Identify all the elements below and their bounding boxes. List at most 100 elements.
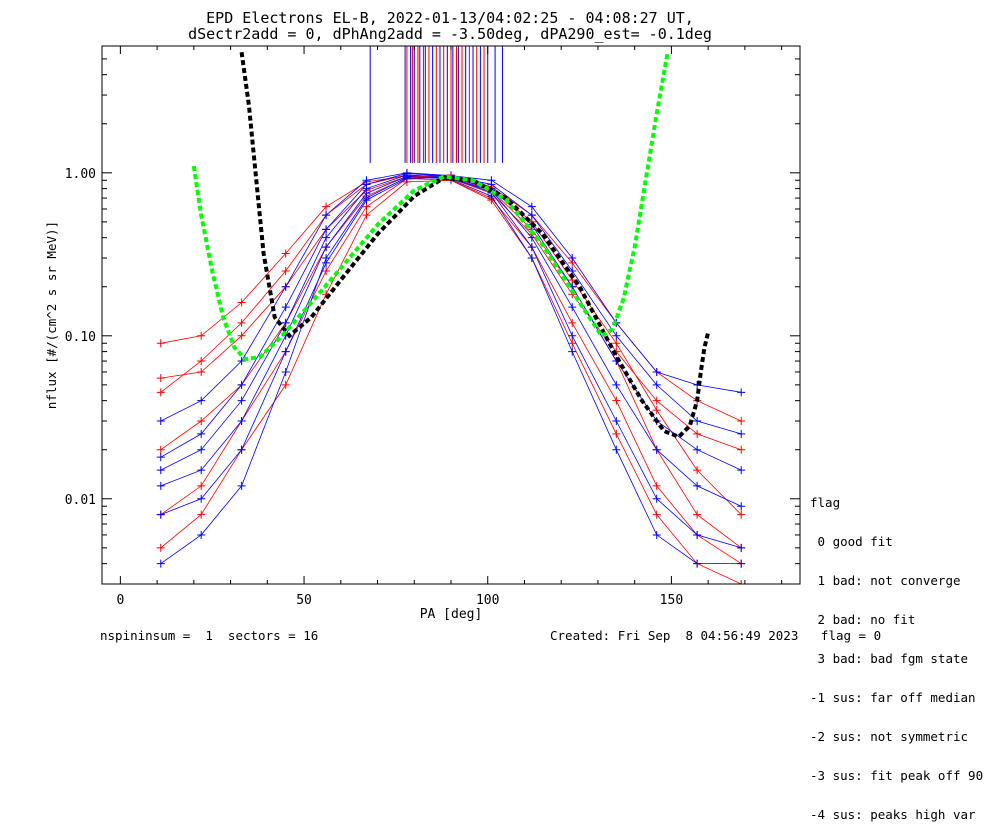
- series-line: [160, 176, 742, 549]
- data-point-marker: [612, 429, 621, 438]
- data-point-marker: [237, 396, 246, 405]
- data-point-marker: [237, 331, 246, 340]
- legend-item: -2 sus: not symmetric: [810, 729, 969, 744]
- data-point-marker: [568, 347, 577, 356]
- data-point-marker: [568, 331, 577, 340]
- chart-title-line1: EPD Electrons EL-B, 2022-01-13/04:02:25 …: [206, 9, 694, 27]
- data-point-marker: [612, 339, 621, 348]
- pitch-angle-chart: 0 50 100 150 0.01 0.10 1.00 PA [deg] nflux [#/…: [44, 45, 801, 622]
- series-line: [160, 178, 742, 564]
- data-point-marker: [362, 176, 371, 185]
- data-point-marker: [568, 254, 577, 263]
- data-point-marker: [652, 481, 661, 490]
- data-point-marker: [693, 417, 702, 426]
- data-point-marker: [693, 429, 702, 438]
- data-point-marker: [362, 211, 371, 220]
- data-point-marker: [197, 445, 206, 454]
- x-tick-label: 150: [660, 593, 683, 608]
- legend-item: 3 bad: bad fgm state: [810, 651, 969, 666]
- axes-layer: 0 50 100 150 0.01 0.10 1.00: [65, 45, 800, 608]
- x-tick-label: 0: [116, 593, 124, 608]
- data-point-marker: [612, 380, 621, 389]
- data-point-marker: [156, 453, 165, 462]
- data-point-marker: [322, 225, 331, 234]
- data-point-marker: [197, 494, 206, 503]
- series-line: [160, 174, 742, 515]
- legend-item: 2 bad: no fit: [810, 612, 916, 627]
- x-tick-label: 100: [476, 593, 499, 608]
- data-point-marker: [156, 543, 165, 552]
- data-point-marker: [612, 445, 621, 454]
- data-point-marker: [281, 249, 290, 258]
- data-point-marker: [527, 202, 536, 211]
- series-line: [160, 176, 742, 564]
- data-point-marker: [156, 466, 165, 475]
- legend-item: 1 bad: not converge: [810, 573, 961, 588]
- data-point-marker: [281, 303, 290, 312]
- legend-item: -3 sus: fit peak off 90: [810, 768, 984, 783]
- data-point-marker: [237, 417, 246, 426]
- data-point-marker: [652, 494, 661, 503]
- data-point-marker: [737, 580, 746, 584]
- data-point-marker: [737, 510, 746, 519]
- data-point-marker: [737, 417, 746, 426]
- data-point-marker: [197, 357, 206, 366]
- data-point-marker: [737, 466, 746, 475]
- data-point-marker: [281, 380, 290, 389]
- x-axis-label: PA [deg]: [420, 607, 483, 622]
- data-point-marker: [693, 530, 702, 539]
- data-point-marker: [197, 530, 206, 539]
- data-point-marker: [527, 211, 536, 220]
- data-point-marker: [322, 266, 331, 275]
- data-point-marker: [737, 559, 746, 568]
- data-point-marker: [737, 388, 746, 397]
- data-point-marker: [568, 339, 577, 348]
- green-dotted-curve: [191, 51, 670, 362]
- data-series-layer: [156, 46, 746, 584]
- data-point-marker: [197, 466, 206, 475]
- legend-item: -4 sus: peaks high var: [810, 807, 976, 822]
- data-point-marker: [693, 510, 702, 519]
- data-point-marker: [281, 347, 290, 356]
- data-point-marker: [652, 445, 661, 454]
- series-line: [160, 172, 742, 422]
- footer-spin-info: nspininsum = 1 sectors = 16: [100, 628, 319, 643]
- data-point-marker: [527, 243, 536, 252]
- footer-created: Created: Fri Sep 8 04:56:49 2023 flag = …: [550, 628, 882, 643]
- data-point-marker: [197, 481, 206, 490]
- y-axis-label: nflux [#/(cm^2 s sr MeV)]: [44, 221, 59, 409]
- data-point-marker: [612, 331, 621, 340]
- data-point-marker: [156, 445, 165, 454]
- black-dotted-curve: [239, 51, 711, 440]
- data-point-marker: [322, 211, 331, 220]
- data-point-marker: [612, 417, 621, 426]
- data-point-marker: [652, 510, 661, 519]
- data-point-marker: [156, 339, 165, 348]
- data-point-marker: [737, 543, 746, 552]
- series-line: [160, 177, 742, 564]
- data-point-marker: [237, 380, 246, 389]
- data-point-marker: [197, 396, 206, 405]
- data-point-marker: [568, 303, 577, 312]
- data-point-marker: [197, 331, 206, 340]
- data-point-marker: [237, 318, 246, 327]
- data-point-marker: [527, 254, 536, 263]
- data-point-marker: [281, 367, 290, 376]
- data-point-marker: [693, 445, 702, 454]
- data-point-marker: [237, 481, 246, 490]
- data-point-marker: [237, 298, 246, 307]
- legend-item: 0 good fit: [810, 534, 893, 549]
- data-point-marker: [737, 429, 746, 438]
- data-point-marker: [156, 374, 165, 383]
- data-point-marker: [197, 367, 206, 376]
- data-point-marker: [652, 367, 661, 376]
- data-point-marker: [612, 396, 621, 405]
- data-point-marker: [652, 406, 661, 415]
- data-point-marker: [652, 396, 661, 405]
- x-tick-label: 50: [296, 593, 312, 608]
- data-point-marker: [693, 559, 702, 568]
- data-point-marker: [693, 481, 702, 490]
- data-point-marker: [156, 559, 165, 568]
- data-point-marker: [568, 318, 577, 327]
- data-point-marker: [156, 417, 165, 426]
